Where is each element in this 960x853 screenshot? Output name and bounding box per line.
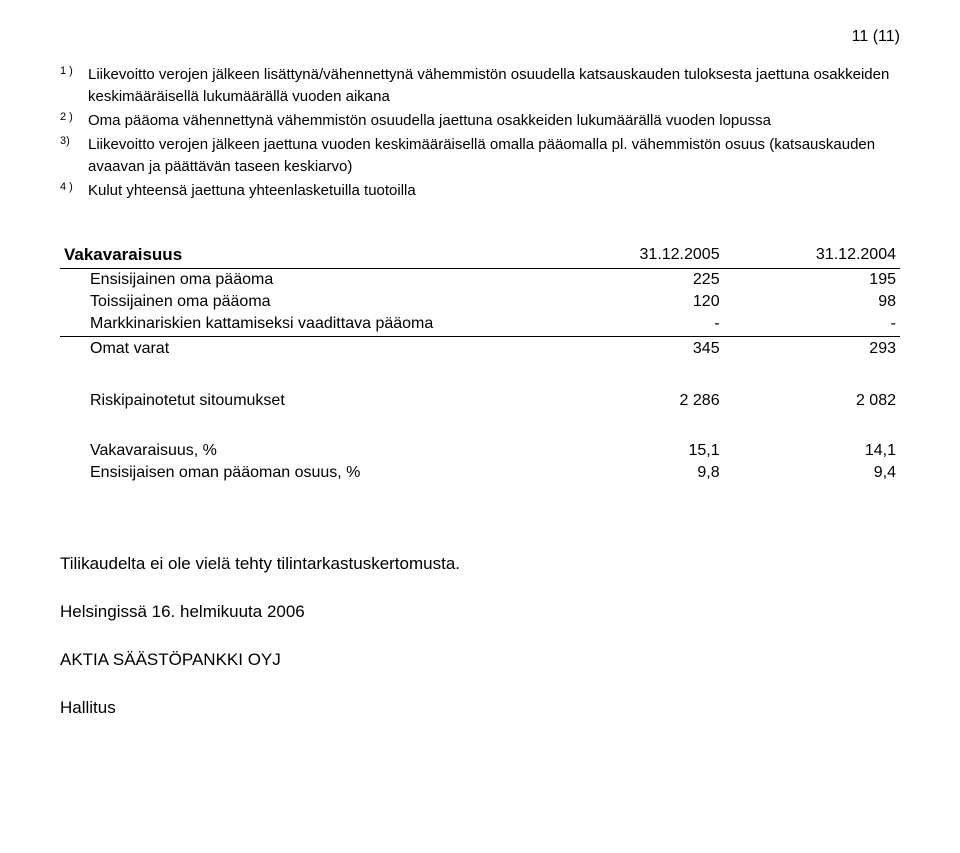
- company-name: AKTIA SÄÄSTÖPANKKI OYJ: [60, 650, 900, 670]
- table-row: Toissijainen oma pääoma 120 98: [60, 291, 900, 313]
- footnote-text: Liikevoitto verojen jälkeen jaettuna vuo…: [88, 134, 900, 178]
- row-value: 9,4: [724, 462, 900, 484]
- row-value: 2 082: [724, 390, 900, 412]
- footnote-marker: 3): [60, 134, 88, 157]
- row-value: -: [547, 313, 723, 337]
- signer: Hallitus: [60, 698, 900, 718]
- footnotes-block: 1 ) Liikevoitto verojen jälkeen lisättyn…: [60, 64, 900, 203]
- page-number: 11 (11): [60, 28, 900, 46]
- row-label: Markkinariskien kattamiseksi vaadittava …: [60, 313, 547, 337]
- capital-title: Vakavaraisuus: [60, 243, 547, 269]
- column-header-2004: 31.12.2004: [724, 243, 900, 269]
- row-value: 15,1: [547, 440, 723, 462]
- footnote-marker: 1 ): [60, 64, 88, 87]
- row-label: Toissijainen oma pääoma: [60, 291, 547, 313]
- footnote-text: Kulut yhteensä jaettuna yhteenlasketuill…: [88, 180, 900, 202]
- row-label: Omat varat: [60, 336, 547, 360]
- footnote-marker: 2 ): [60, 110, 88, 133]
- row-value: 120: [547, 291, 723, 313]
- footnote-row: 1 ) Liikevoitto verojen jälkeen lisättyn…: [60, 64, 900, 108]
- row-value: 225: [547, 268, 723, 291]
- table-row: Ensisijaisen oman pääoman osuus, % 9,8 9…: [60, 462, 900, 484]
- footnote-row: 3) Liikevoitto verojen jälkeen jaettuna …: [60, 134, 900, 178]
- footnote-row: 2 ) Oma pääoma vähennettynä vähemmistön …: [60, 110, 900, 133]
- row-value: 293: [724, 336, 900, 360]
- audit-note: Tilikaudelta ei ole vielä tehty tilintar…: [60, 554, 900, 574]
- table-row: Vakavaraisuus, % 15,1 14,1: [60, 440, 900, 462]
- table-row: Ensisijainen oma pääoma 225 195: [60, 268, 900, 291]
- footnote-row: 4 ) Kulut yhteensä jaettuna yhteenlasket…: [60, 180, 900, 203]
- table-sum-row: Omat varat 345 293: [60, 336, 900, 360]
- row-value: 98: [724, 291, 900, 313]
- closing-block: Tilikaudelta ei ole vielä tehty tilintar…: [60, 554, 900, 718]
- row-value: 345: [547, 336, 723, 360]
- row-value: 14,1: [724, 440, 900, 462]
- column-header-2005: 31.12.2005: [547, 243, 723, 269]
- ratios-table: Vakavaraisuus, % 15,1 14,1 Ensisijaisen …: [60, 440, 900, 484]
- capital-adequacy-table: Vakavaraisuus 31.12.2005 31.12.2004 Ensi…: [60, 243, 900, 360]
- footnote-text: Oma pääoma vähennettynä vähemmistön osuu…: [88, 110, 900, 132]
- row-label: Vakavaraisuus, %: [60, 440, 547, 462]
- table-row: Markkinariskien kattamiseksi vaadittava …: [60, 313, 900, 337]
- place-date: Helsingissä 16. helmikuuta 2006: [60, 602, 900, 622]
- row-value: 2 286: [547, 390, 723, 412]
- row-value: 9,8: [547, 462, 723, 484]
- row-value: -: [724, 313, 900, 337]
- row-label: Riskipainotetut sitoumukset: [60, 390, 547, 412]
- row-label: Ensisijainen oma pääoma: [60, 268, 547, 291]
- risk-weighted-table: Riskipainotetut sitoumukset 2 286 2 082: [60, 390, 900, 412]
- table-row: Riskipainotetut sitoumukset 2 286 2 082: [60, 390, 900, 412]
- footnote-marker: 4 ): [60, 180, 88, 203]
- row-label: Ensisijaisen oman pääoman osuus, %: [60, 462, 547, 484]
- row-value: 195: [724, 268, 900, 291]
- footnote-text: Liikevoitto verojen jälkeen lisättynä/vä…: [88, 64, 900, 108]
